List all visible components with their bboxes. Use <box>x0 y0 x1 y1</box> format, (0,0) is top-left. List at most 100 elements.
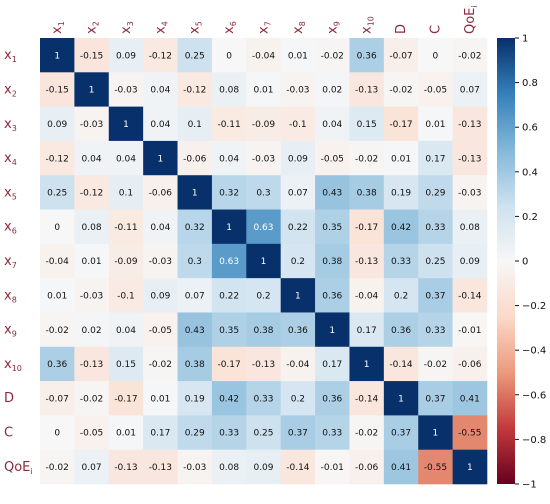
heatmap-cell <box>143 312 178 348</box>
cell-value-label: -0.02 <box>321 51 344 61</box>
cell-value-label: 0.01 <box>47 292 67 302</box>
cell-value-label: 0.17 <box>425 154 445 164</box>
heatmap-cell <box>211 140 247 176</box>
cell-value-label: 0.09 <box>47 120 67 130</box>
y-tick-label: D <box>4 391 14 406</box>
heatmap-cell <box>108 346 144 382</box>
heatmap-cell <box>177 140 213 176</box>
colorbar-tick-label: −0.6 <box>522 390 546 401</box>
cell-value-label: 0.32 <box>219 189 239 199</box>
x-tick-label: C <box>428 25 443 34</box>
cell-value-label: 0.25 <box>185 51 205 61</box>
cell-value-label: -0.13 <box>458 120 481 130</box>
heatmap-cell <box>74 278 110 313</box>
cell-value-label: -0.12 <box>80 189 103 199</box>
cell-value-label: -0.15 <box>80 51 103 61</box>
heatmap-cell <box>246 449 281 485</box>
heatmap-cell <box>315 106 350 142</box>
heatmap-cell <box>143 243 178 279</box>
cell-value-label: -0.03 <box>80 120 103 130</box>
cell-value-label: 0.37 <box>425 292 445 302</box>
heatmap-cell <box>315 381 350 416</box>
heatmap-cell <box>418 278 453 313</box>
cell-value-label: 0.41 <box>460 394 480 404</box>
cell-value-label: 0.04 <box>116 326 136 336</box>
cell-value-label: -0.17 <box>355 223 378 233</box>
cell-value-label: -0.14 <box>389 360 413 370</box>
heatmap-cell <box>177 175 213 210</box>
heatmap-cell <box>418 140 453 176</box>
y-tick-label: x2 <box>4 82 17 98</box>
heatmap-cell <box>315 72 350 107</box>
cell-value-label: -0.17 <box>217 360 240 370</box>
heatmap-cell <box>349 312 385 348</box>
y-tick-label: x4 <box>4 151 17 167</box>
heatmap-cell <box>177 415 213 450</box>
heatmap-cell <box>177 38 213 73</box>
cell-value-label: 0.2 <box>256 292 270 302</box>
cell-value-label: -0.06 <box>149 189 173 199</box>
heatmap-cell <box>40 72 75 107</box>
cell-value-label: 0.09 <box>288 154 308 164</box>
heatmap-cell <box>177 381 213 416</box>
heatmap-cell <box>211 38 247 73</box>
cell-value-label: -0.06 <box>458 360 482 370</box>
cell-value-label: -0.02 <box>389 86 412 96</box>
cell-value-label: -0.05 <box>424 86 447 96</box>
y-tick-label: x3 <box>4 117 17 133</box>
x-tick-label: x8 <box>291 21 307 34</box>
heatmap-cell <box>143 346 178 382</box>
heatmap-cell <box>349 449 385 485</box>
heatmap-cell <box>383 243 419 279</box>
heatmap-cell <box>143 140 178 176</box>
colorbar-tick-label: −0.4 <box>522 346 546 357</box>
heatmap-cell <box>383 381 419 416</box>
cell-value-label: 0.07 <box>82 463 102 473</box>
heatmap-cell <box>40 346 75 382</box>
cell-value-label: 0.01 <box>116 429 136 439</box>
x-tick-label: x5 <box>188 21 204 34</box>
heatmap-cell <box>383 449 419 485</box>
heatmap-cell <box>40 209 75 245</box>
cell-value-label: -0.11 <box>217 120 240 130</box>
cell-value-label: 0.32 <box>185 223 205 233</box>
cell-value-label: 0.35 <box>322 223 342 233</box>
cell-value-label: -0.02 <box>80 394 103 404</box>
cell-value-label: 0.01 <box>150 394 170 404</box>
cell-value-label: -0.09 <box>252 120 276 130</box>
heatmap-cell-labels: 1 -0.15 0.09 -0.12 0.25 0 -0.04 0.01 -0.02 0.36 -0… <box>46 51 482 473</box>
heatmap-cell <box>383 278 419 313</box>
heatmap-cell <box>418 72 453 107</box>
cell-value-label: 0.07 <box>185 292 205 302</box>
cell-value-label: -0.06 <box>355 463 379 473</box>
cell-value-label: 0.17 <box>150 429 170 439</box>
cell-value-label: 0.3 <box>256 189 270 199</box>
cell-value-label: 0.1 <box>188 120 202 130</box>
cell-value-label: -0.1 <box>289 120 307 130</box>
cell-value-label: 1 <box>433 429 439 439</box>
cell-value-label: 1 <box>123 120 129 130</box>
y-tick-label: x7 <box>4 254 17 270</box>
cell-value-label: -0.03 <box>252 154 275 164</box>
cell-value-label: 0.01 <box>391 154 411 164</box>
cell-value-label: 0.33 <box>425 223 445 233</box>
heatmap-cell <box>418 243 453 279</box>
heatmap-cell <box>40 140 75 176</box>
cell-value-label: 0.04 <box>150 223 170 233</box>
heatmap-cell <box>211 209 247 245</box>
heatmap-cell <box>418 38 453 73</box>
cell-value-label: -0.1 <box>117 292 135 302</box>
heatmap-cell <box>349 106 385 142</box>
cell-value-label: 0.01 <box>82 257 102 267</box>
heatmap-cell <box>315 346 350 382</box>
heatmap-cell <box>143 209 178 245</box>
heatmap-cell <box>452 312 488 348</box>
cell-value-label: -0.01 <box>321 463 344 473</box>
cell-value-label: 0 <box>226 51 232 61</box>
heatmap-cell <box>143 381 178 416</box>
colorbar-tick-label: 0.6 <box>522 123 538 134</box>
heatmap-cell <box>40 243 75 279</box>
heatmap-cell <box>74 72 110 107</box>
heatmap-cell <box>177 209 213 245</box>
heatmap-cells <box>40 38 488 485</box>
